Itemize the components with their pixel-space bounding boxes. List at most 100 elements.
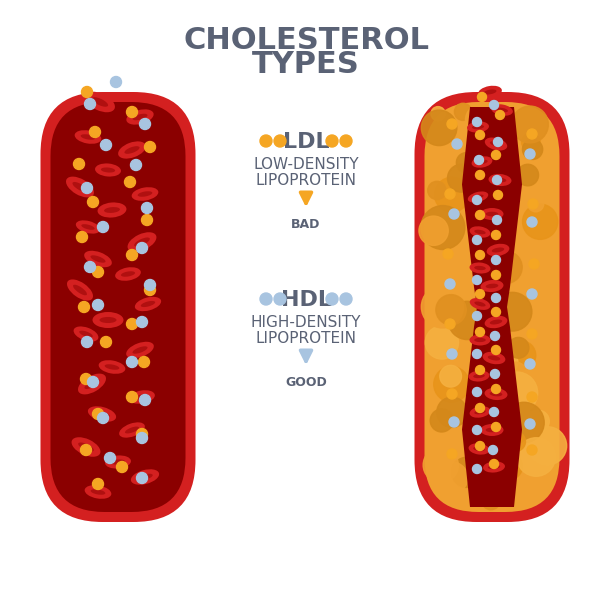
Circle shape [496,372,538,414]
Circle shape [435,405,449,419]
Circle shape [89,127,100,138]
Ellipse shape [483,89,496,94]
Circle shape [502,362,528,389]
Text: LOW-DENSITY: LOW-DENSITY [253,157,359,171]
Circle shape [92,408,103,419]
Circle shape [472,349,482,359]
Circle shape [136,316,147,327]
Circle shape [100,140,111,151]
Circle shape [493,176,501,184]
Circle shape [472,387,482,397]
Ellipse shape [474,266,486,270]
Circle shape [425,326,458,359]
Circle shape [447,164,476,192]
Circle shape [496,453,523,480]
Circle shape [491,422,501,431]
Circle shape [476,441,485,450]
Circle shape [487,444,514,471]
Circle shape [527,445,537,455]
Ellipse shape [95,163,121,177]
Ellipse shape [134,237,150,247]
Circle shape [340,293,352,305]
Circle shape [472,425,482,435]
Circle shape [127,392,138,403]
Circle shape [445,319,455,329]
Ellipse shape [135,297,161,311]
Circle shape [136,428,147,439]
Ellipse shape [94,411,110,417]
Circle shape [445,279,455,289]
Ellipse shape [485,388,507,400]
Circle shape [130,160,141,171]
Circle shape [326,135,338,147]
Ellipse shape [483,461,505,472]
Circle shape [472,118,482,127]
Circle shape [140,395,151,406]
FancyBboxPatch shape [425,102,559,512]
Ellipse shape [99,360,125,374]
Ellipse shape [485,138,507,151]
Circle shape [144,280,155,291]
Circle shape [494,350,518,374]
Circle shape [491,294,501,302]
Circle shape [493,190,502,200]
Circle shape [454,103,472,121]
Ellipse shape [474,409,486,414]
Circle shape [523,204,558,239]
Circle shape [73,159,84,170]
Ellipse shape [480,280,504,292]
Ellipse shape [104,207,120,213]
Circle shape [497,140,515,157]
Circle shape [490,460,499,469]
Circle shape [419,216,448,245]
Ellipse shape [137,474,153,480]
Circle shape [97,412,108,424]
Circle shape [447,449,457,459]
Circle shape [81,444,92,455]
Circle shape [490,332,499,340]
Circle shape [507,341,536,370]
Circle shape [421,286,463,328]
Circle shape [127,106,138,118]
Circle shape [274,293,286,305]
Circle shape [508,337,529,358]
Circle shape [81,373,92,384]
Circle shape [447,119,457,129]
Circle shape [472,195,482,204]
Circle shape [116,461,127,472]
Circle shape [472,275,482,285]
Circle shape [423,447,458,483]
Ellipse shape [474,302,485,307]
Circle shape [476,403,485,412]
Circle shape [527,410,550,432]
Circle shape [421,206,465,250]
Ellipse shape [81,224,95,230]
Ellipse shape [490,319,502,324]
FancyBboxPatch shape [51,102,185,512]
Ellipse shape [119,422,145,438]
Ellipse shape [467,121,489,133]
Ellipse shape [121,271,135,277]
Ellipse shape [490,141,502,147]
Ellipse shape [486,212,498,216]
Text: LIPOPROTEIN: LIPOPROTEIN [255,330,357,346]
Ellipse shape [488,465,500,469]
Circle shape [477,92,487,102]
Ellipse shape [126,110,154,125]
Circle shape [127,318,138,329]
Ellipse shape [469,443,490,455]
Ellipse shape [84,485,111,499]
Ellipse shape [488,356,500,360]
Circle shape [260,293,272,305]
Ellipse shape [483,352,506,364]
Circle shape [491,255,501,264]
Ellipse shape [105,455,131,469]
Circle shape [491,346,501,354]
Circle shape [521,133,540,151]
Circle shape [437,397,467,427]
Ellipse shape [78,442,94,452]
Circle shape [529,259,539,269]
Circle shape [482,491,500,510]
Ellipse shape [75,130,102,144]
Ellipse shape [91,255,105,263]
